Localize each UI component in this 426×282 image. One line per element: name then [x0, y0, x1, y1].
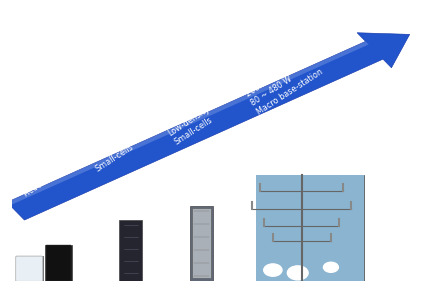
- Text: 200m ~ 2.5 km
80 ~ 480 W
Macro base-station: 200m ~ 2.5 km 80 ~ 480 W Macro base-stat…: [243, 50, 324, 117]
- Bar: [256, 175, 363, 281]
- Bar: [46, 245, 71, 281]
- Text: 10 ~ 50 m
20 ~ 500 mW
Femtocells /
Picocells: 10 ~ 50 m 20 ~ 500 mW Femtocells / Picoc…: [3, 134, 72, 199]
- Circle shape: [323, 262, 337, 272]
- Bar: [190, 206, 212, 281]
- Bar: [256, 175, 363, 281]
- Text: 5 ~ 50 m
1 - 10 W
High-density
Small-cells: 5 ~ 50 m 1 - 10 W High-density Small-cel…: [76, 111, 141, 173]
- FancyBboxPatch shape: [16, 256, 43, 281]
- Polygon shape: [7, 41, 368, 205]
- Bar: [192, 208, 210, 279]
- Bar: [119, 220, 142, 281]
- Bar: [45, 245, 72, 281]
- Text: 50 ~ 500 m
20 - 160 W
Low-density
Small-cells: 50 ~ 500 m 20 - 160 W Low-density Small-…: [155, 86, 217, 147]
- Polygon shape: [7, 33, 409, 220]
- Circle shape: [287, 266, 308, 280]
- Circle shape: [263, 264, 281, 276]
- Bar: [16, 256, 43, 281]
